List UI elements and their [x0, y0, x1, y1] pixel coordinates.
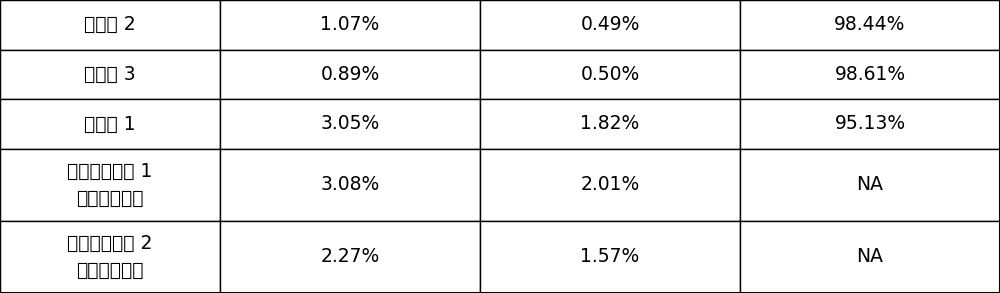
Text: 0.89%: 0.89%: [320, 65, 380, 84]
Bar: [0, 0, 220, 50]
Bar: [220, 149, 480, 221]
Text: 3.08%: 3.08%: [320, 175, 380, 194]
Text: 2.27%: 2.27%: [320, 247, 380, 266]
Text: 0.49%: 0.49%: [580, 15, 640, 34]
Text: 95.13%: 95.13%: [834, 115, 906, 134]
Text: 0.50%: 0.50%: [580, 65, 640, 84]
Bar: [0, 99, 220, 149]
Bar: [740, 0, 1000, 50]
Bar: [480, 50, 740, 99]
Bar: [220, 221, 480, 293]
Bar: [480, 0, 740, 50]
Text: 实施例 3: 实施例 3: [84, 65, 136, 84]
Bar: [480, 99, 740, 149]
Text: NA: NA: [856, 175, 884, 194]
Bar: [740, 50, 1000, 99]
Bar: [480, 221, 740, 293]
Text: 市售蔗糖丸芯 2
（杭州高成）: 市售蔗糖丸芯 2 （杭州高成）: [67, 234, 153, 280]
Text: NA: NA: [856, 247, 884, 266]
Bar: [480, 149, 740, 221]
Text: 1.07%: 1.07%: [320, 15, 380, 34]
Text: 2.01%: 2.01%: [580, 175, 640, 194]
Bar: [0, 221, 220, 293]
Bar: [740, 99, 1000, 149]
Text: 1.82%: 1.82%: [580, 115, 640, 134]
Text: 98.44%: 98.44%: [834, 15, 906, 34]
Bar: [740, 149, 1000, 221]
Text: 实施例 2: 实施例 2: [84, 15, 136, 34]
Text: 对比例 1: 对比例 1: [84, 115, 136, 134]
Text: 市售蔗糖丸芯 1
（东盛医药）: 市售蔗糖丸芯 1 （东盛医药）: [67, 162, 153, 207]
Text: 1.57%: 1.57%: [580, 247, 640, 266]
Bar: [0, 149, 220, 221]
Bar: [0, 50, 220, 99]
Text: 3.05%: 3.05%: [320, 115, 380, 134]
Bar: [220, 99, 480, 149]
Text: 98.61%: 98.61%: [834, 65, 906, 84]
Bar: [740, 221, 1000, 293]
Bar: [220, 50, 480, 99]
Bar: [220, 0, 480, 50]
